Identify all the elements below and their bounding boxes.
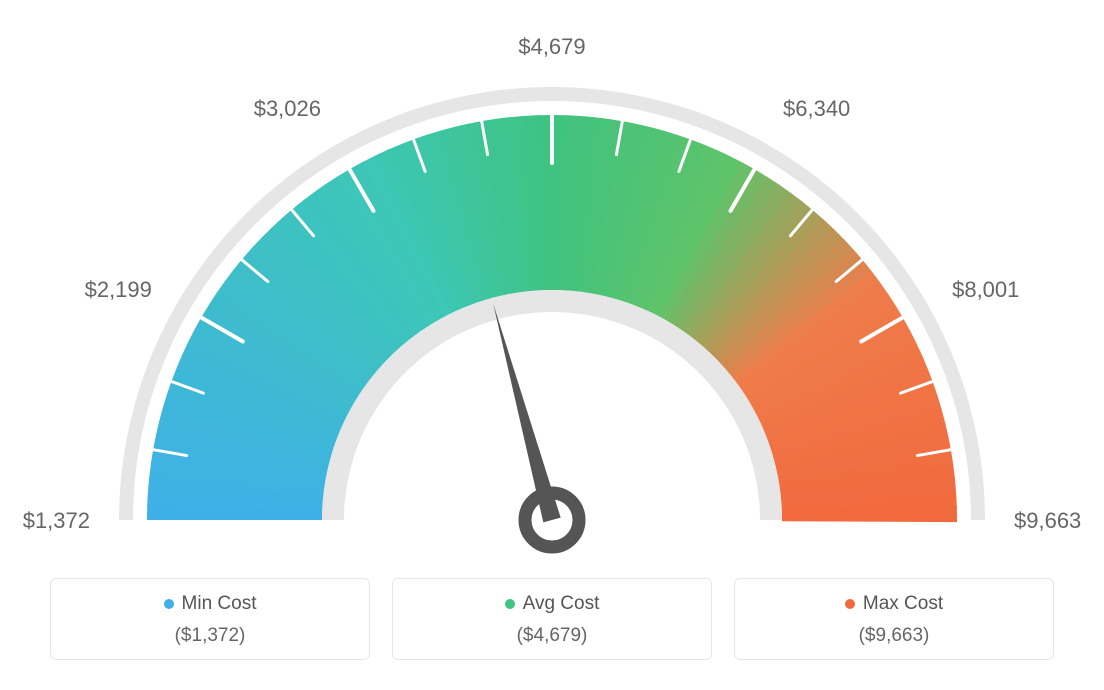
legend-value-avg: ($4,679): [393, 625, 711, 647]
legend-label-max: Max Cost: [863, 593, 943, 615]
dot-max: [845, 599, 855, 609]
legend-label-min: Min Cost: [182, 593, 257, 615]
cost-gauge: $1,372 $2,199 $3,026 $4,679 $6,340 $8,001 $9,6…: [10, 10, 1094, 570]
legend-card-max: Max Cost ($9,663): [734, 578, 1054, 660]
svg-text:$8,001: $8,001: [952, 277, 1019, 302]
legend-value-max: ($9,663): [735, 625, 1053, 647]
legend-value-min: ($1,372): [51, 625, 369, 647]
svg-text:$4,679: $4,679: [518, 34, 585, 59]
svg-text:$6,340: $6,340: [783, 96, 850, 121]
svg-text:$3,026: $3,026: [254, 96, 321, 121]
dot-avg: [505, 599, 515, 609]
legend-label-avg: Avg Cost: [523, 593, 600, 615]
legend-card-min: Min Cost ($1,372): [50, 578, 370, 660]
legend-card-avg: Avg Cost ($4,679): [392, 578, 712, 660]
svg-text:$1,372: $1,372: [23, 508, 90, 533]
svg-text:$9,663: $9,663: [1014, 508, 1081, 533]
svg-text:$2,199: $2,199: [85, 277, 152, 302]
legend-row: Min Cost ($1,372) Avg Cost ($4,679) Max …: [10, 578, 1094, 660]
dot-min: [164, 599, 174, 609]
